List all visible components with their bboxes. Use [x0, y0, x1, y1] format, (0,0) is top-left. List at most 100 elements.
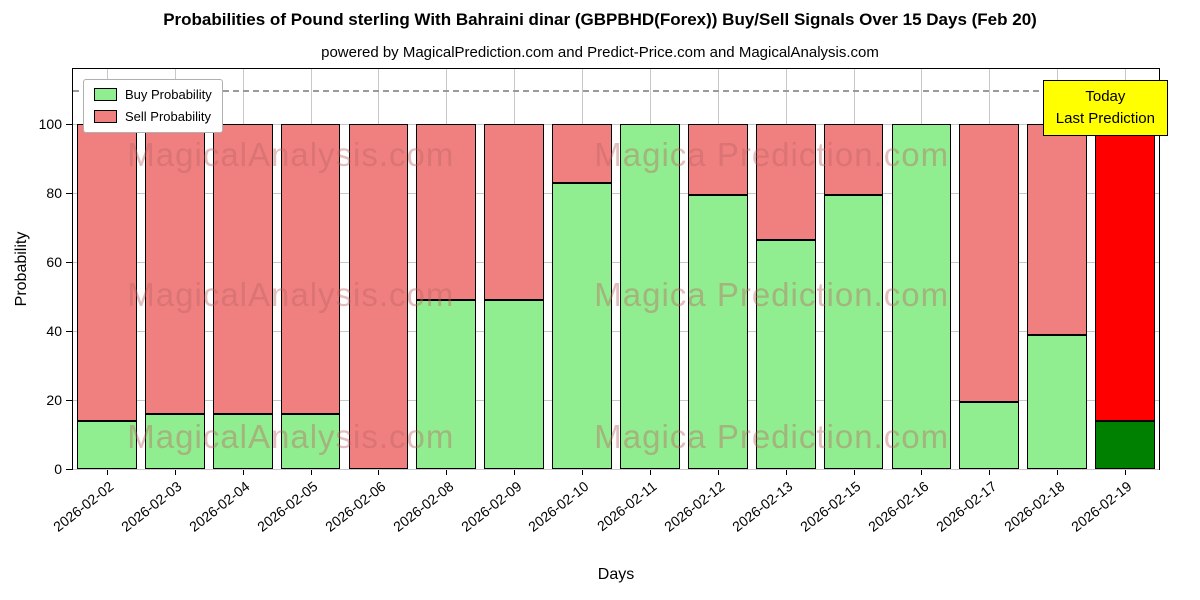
bar: [416, 69, 477, 469]
bar-segment-sell: [1027, 124, 1088, 335]
x-tick-mark: [1125, 469, 1127, 475]
y-tick-label: 40: [46, 323, 62, 340]
x-tick-label: 2026-02-04: [186, 478, 253, 535]
bar-segment-buy: [755, 239, 816, 469]
x-tick-mark: [446, 469, 448, 475]
legend-swatch-buy: [94, 88, 117, 101]
x-tick-mark: [717, 469, 719, 475]
bar-segment-buy: [687, 194, 748, 469]
bar: [1027, 69, 1088, 469]
h-gridline: [73, 331, 1159, 333]
h-gridline: [73, 400, 1159, 402]
x-tick-label: 2026-02-11: [594, 478, 660, 535]
today-annotation-line2: Last Prediction: [1055, 109, 1155, 127]
bar-segment-sell: [823, 124, 884, 195]
bar: [144, 69, 205, 469]
x-tick-mark: [785, 469, 787, 475]
bar: [552, 69, 612, 469]
bar-segment-sell: [1095, 124, 1155, 421]
bar-segment-sell: [348, 124, 409, 469]
bar-segment-sell: [484, 124, 545, 301]
bar-segment-buy: [959, 401, 1020, 469]
legend: Buy Probability Sell Probability: [83, 79, 223, 133]
y-tick-label: 20: [46, 392, 62, 409]
y-tick-label: 80: [46, 185, 62, 202]
bar: [1095, 69, 1155, 469]
bar-segment-sell: [416, 124, 477, 301]
x-tick-mark: [853, 469, 855, 475]
h-gridline: [73, 124, 1159, 126]
bar: [755, 69, 816, 469]
y-tick-mark: [66, 331, 73, 333]
bar: [280, 69, 341, 469]
x-tick-label: 2026-02-13: [729, 478, 796, 535]
x-tick-label: 2026-02-16: [864, 478, 932, 535]
legend-label-sell: Sell Probability: [125, 109, 211, 124]
chart-title: Probabilities of Pound sterling With Bah…: [163, 10, 1037, 29]
y-tick-mark: [66, 193, 73, 195]
bar-segment-sell: [959, 124, 1020, 402]
bar-segment-buy: [1027, 334, 1088, 469]
bar-segment-sell: [755, 124, 816, 240]
legend-item-buy: Buy Probability: [94, 87, 212, 102]
bar-segment-buy: [1095, 420, 1155, 469]
y-tick-label: 60: [46, 254, 62, 271]
bar-segment-buy: [891, 124, 952, 469]
bar-segment-buy: [77, 420, 137, 469]
bar: [823, 69, 884, 469]
bar: [212, 69, 273, 469]
bar: [891, 69, 952, 469]
bar-segment-buy: [823, 194, 884, 469]
legend-label-buy: Buy Probability: [125, 87, 212, 102]
x-tick-mark: [242, 469, 244, 475]
x-tick-label: 2026-02-12: [661, 478, 728, 535]
bar-segment-buy: [484, 300, 545, 469]
x-tick-label: 2026-02-10: [525, 478, 592, 535]
x-tick-mark: [106, 469, 108, 475]
bar: [77, 69, 137, 469]
x-tick-label: 2026-02-09: [457, 478, 525, 535]
bar-segment-buy: [552, 182, 612, 469]
bar-segment-buy: [416, 300, 477, 469]
y-tick-mark: [66, 400, 73, 402]
x-tick-label: 2026-02-17: [932, 478, 1000, 535]
h-gridline: [73, 262, 1159, 264]
y-tick-label: 100: [38, 116, 62, 133]
bar-segment-sell: [280, 124, 341, 414]
bar-segment-buy: [280, 413, 341, 469]
bar-segment-buy: [212, 413, 273, 469]
x-tick-mark: [989, 469, 991, 475]
h-gridline: [73, 193, 1159, 195]
bar: [620, 69, 680, 469]
bar-segment-sell: [77, 124, 137, 421]
bar-segment-sell: [144, 124, 205, 414]
bar: [959, 69, 1020, 469]
x-tick-mark: [174, 469, 176, 475]
y-tick-mark: [66, 262, 73, 264]
bar-segment-sell: [687, 124, 748, 195]
x-tick-mark: [649, 469, 651, 475]
x-tick-mark: [921, 469, 923, 475]
bar-segment-sell: [212, 124, 273, 414]
x-tick-label: 2026-02-02: [50, 478, 117, 535]
dashed-threshold-line: [73, 89, 1159, 92]
y-tick-mark: [66, 469, 73, 470]
bar: [687, 69, 748, 469]
x-tick-label: 2026-02-03: [118, 478, 185, 535]
x-tick-label: 2026-02-15: [797, 478, 864, 535]
h-gridline: [73, 469, 1159, 470]
today-annotation: Today Last Prediction: [1042, 80, 1168, 136]
legend-item-sell: Sell Probability: [94, 109, 212, 124]
y-tick-label: 0: [54, 461, 62, 477]
y-axis-ticks: 0 20 40 60 80 100: [39, 69, 1159, 477]
legend-swatch-sell: [94, 110, 117, 123]
x-tick-label: 2026-02-06: [321, 478, 389, 535]
x-tick-label: 2026-02-19: [1068, 478, 1135, 535]
x-tick-mark: [310, 469, 312, 475]
x-tick-mark: [514, 469, 516, 475]
x-tick-mark: [378, 469, 380, 475]
x-tick-label: 2026-02-18: [1000, 478, 1068, 535]
y-axis-label: Probability: [13, 231, 30, 307]
y-tick-mark: [66, 124, 73, 126]
